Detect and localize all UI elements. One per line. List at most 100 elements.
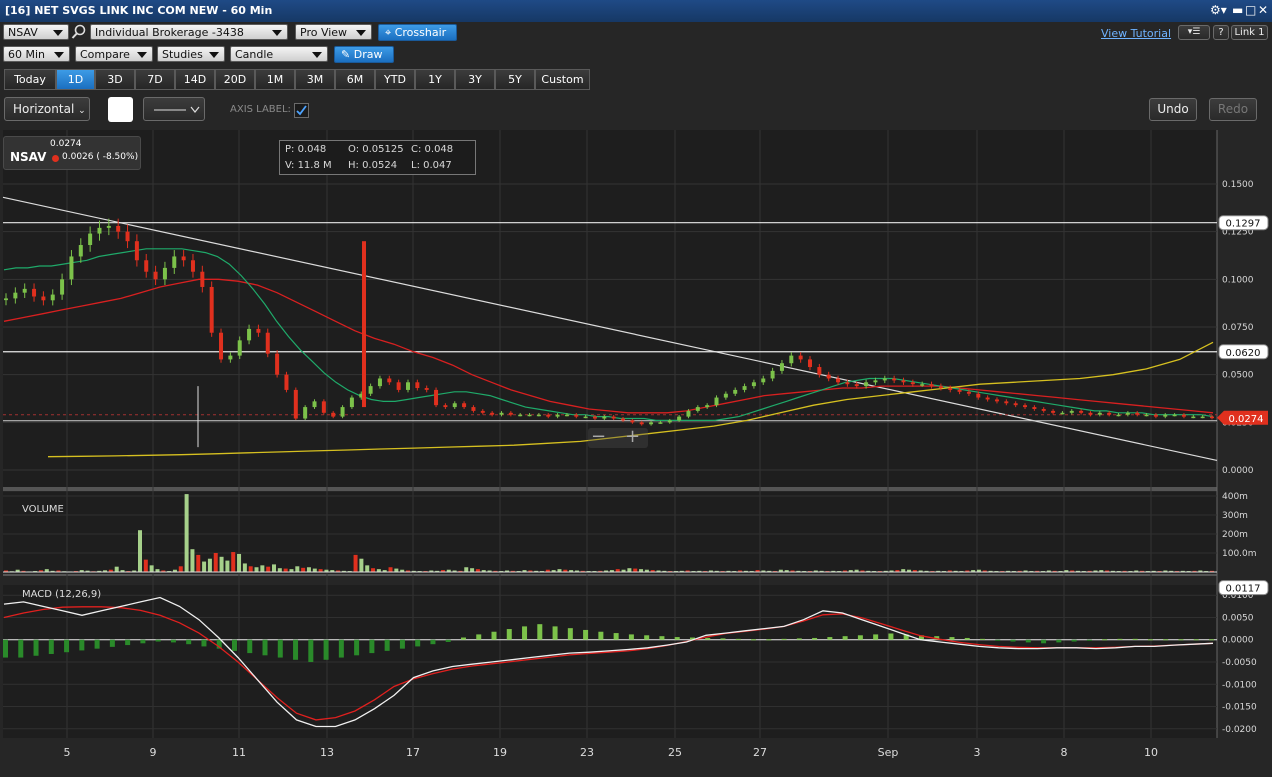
- range-button-3d[interactable]: 3D: [95, 69, 135, 90]
- undo-button[interactable]: Undo: [1149, 98, 1197, 121]
- macd-histogram-bar: [873, 634, 879, 640]
- zoom-in-icon[interactable]: +: [625, 426, 641, 447]
- line-type-select[interactable]: Horizontal ⌄: [4, 97, 90, 121]
- macd-histogram-bar: [262, 639, 268, 656]
- candle-body: [798, 355, 803, 360]
- candle-body: [406, 382, 410, 390]
- range-button-today[interactable]: Today: [4, 69, 56, 90]
- volume-bar: [1105, 570, 1110, 572]
- interval-select[interactable]: 60 Min: [3, 46, 70, 62]
- view-tutorial-link[interactable]: View Tutorial: [1101, 27, 1172, 40]
- close-icon[interactable]: ✕: [1258, 3, 1269, 17]
- candle-body: [1116, 414, 1121, 417]
- volume-bar: [435, 570, 440, 572]
- range-button-1y[interactable]: 1Y: [415, 69, 455, 90]
- volume-bar: [219, 556, 224, 572]
- candle-body: [508, 412, 513, 415]
- volume-bar: [178, 566, 183, 572]
- volume-bar: [650, 570, 655, 572]
- volume-bar: [85, 570, 90, 572]
- studies-select[interactable]: Studies: [157, 46, 225, 62]
- price-chart[interactable]: 5 9 11 13 17 19 23 25 27 Sep 3 8 10 0.1500 0.1250 0.100…: [0, 126, 1272, 777]
- range-button-1d[interactable]: 1D: [56, 69, 95, 90]
- candle-body: [1172, 414, 1177, 417]
- volume-bar: [38, 570, 43, 572]
- view-select[interactable]: Pro View: [295, 24, 372, 40]
- volume-bar: [697, 570, 702, 572]
- range-button-7d[interactable]: 7D: [135, 69, 175, 90]
- maximize-icon[interactable]: □: [1245, 3, 1257, 17]
- x-tick-label: 13: [320, 746, 334, 759]
- volume-bar: [4, 570, 8, 572]
- candle-body: [1210, 416, 1214, 419]
- volume-bar: [1122, 570, 1127, 572]
- range-button-3m[interactable]: 3M: [295, 69, 335, 90]
- volume-bar: [161, 570, 166, 572]
- candle-body: [808, 359, 812, 368]
- volume-bar: [50, 570, 55, 572]
- window-title: [16] NET SVGS LINK INC COM NEW - 60 Min: [5, 4, 273, 17]
- interval-value: 60 Min: [8, 48, 46, 61]
- volume-bar: [1140, 570, 1145, 572]
- volume-bar: [889, 570, 894, 572]
- volume-bar: [1192, 570, 1197, 572]
- volume-bar: [947, 570, 952, 572]
- volume-bar: [936, 570, 941, 572]
- line-style-select[interactable]: [143, 97, 205, 121]
- macd-histogram-bar: [1117, 638, 1123, 640]
- candle-body: [88, 233, 93, 246]
- link-button[interactable]: Link 1: [1231, 25, 1268, 40]
- macd-histogram-bar: [522, 626, 528, 640]
- macd-histogram-bar: [659, 636, 665, 640]
- candle-body: [471, 407, 476, 411]
- range-button-14d[interactable]: 14D: [175, 69, 215, 90]
- candle-body: [1032, 407, 1037, 409]
- candle-body: [247, 328, 252, 341]
- draw-button[interactable]: ✎ Draw: [334, 46, 394, 63]
- symbol-input[interactable]: NSAV: [3, 24, 69, 40]
- macd-histogram-bar: [48, 639, 54, 654]
- volume-bar: [97, 570, 102, 572]
- macd-histogram-bar: [125, 639, 131, 646]
- range-button-20d[interactable]: 20D: [215, 69, 255, 90]
- volume-bar: [1093, 570, 1098, 572]
- search-icon[interactable]: [71, 24, 87, 40]
- chart-type-select[interactable]: Candle: [230, 46, 328, 62]
- range-button-3y[interactable]: 3Y: [455, 69, 495, 90]
- volume-bar: [778, 569, 783, 572]
- zoom-out-icon[interactable]: −: [591, 426, 607, 447]
- range-button-6m[interactable]: 6M: [335, 69, 375, 90]
- x-tick-label: 23: [580, 746, 594, 759]
- down-indicator-icon: [52, 155, 59, 162]
- candle-body: [41, 296, 46, 301]
- range-button-5y[interactable]: 5Y: [495, 69, 535, 90]
- minimize-icon[interactable]: ▬: [1232, 3, 1244, 17]
- color-swatch[interactable]: [108, 97, 133, 122]
- volume-bar: [854, 569, 859, 572]
- candle-body: [144, 260, 149, 272]
- help-button[interactable]: ?: [1213, 25, 1229, 40]
- menu-icon[interactable]: ▾☰: [1178, 25, 1210, 40]
- volume-bar: [1151, 570, 1156, 572]
- macd-histogram-bar: [140, 639, 146, 644]
- candle-body: [219, 332, 224, 360]
- volume-bar: [895, 570, 900, 572]
- crosshair-button[interactable]: ⌖ Crosshair: [378, 24, 457, 41]
- redo-button[interactable]: Redo: [1209, 98, 1257, 121]
- ohlc-box: P: 0.048 O: 0.05125 C: 0.048 V: 11.8 M H…: [279, 140, 476, 175]
- account-select[interactable]: Individual Brokerage -3438: [90, 24, 288, 40]
- volume-bar: [685, 570, 690, 572]
- x-tick-label: 8: [1061, 746, 1068, 759]
- macd-histogram-bar: [888, 633, 894, 640]
- compare-select[interactable]: Compare: [75, 46, 153, 62]
- settings-icon[interactable]: ⚙▾: [1210, 3, 1227, 17]
- range-button-ytd[interactable]: YTD: [375, 69, 415, 90]
- range-button-custom[interactable]: Custom: [535, 69, 590, 90]
- candle-body: [873, 380, 878, 383]
- candle-body: [1097, 412, 1102, 415]
- macd-histogram-bar: [64, 639, 70, 653]
- range-button-1m[interactable]: 1M: [255, 69, 295, 90]
- macd-histogram-bar: [781, 638, 787, 640]
- axis-label-checkbox[interactable]: [294, 103, 309, 118]
- candle-body: [639, 422, 644, 425]
